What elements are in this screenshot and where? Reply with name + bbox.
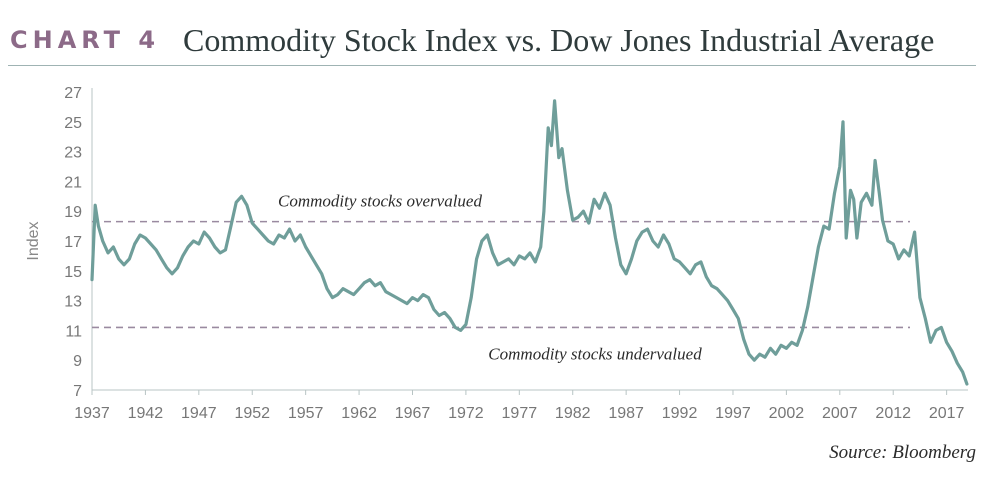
y-tick-label: 7 <box>73 383 82 400</box>
x-tick-label: 2017 <box>929 405 965 422</box>
y-tick-label: 19 <box>64 204 82 221</box>
y-tick-label: 25 <box>64 115 82 132</box>
x-tick-label: 1937 <box>74 405 110 422</box>
x-tick-label: 1982 <box>555 405 591 422</box>
overvalued-annotation: Commodity stocks overvalued <box>278 192 482 211</box>
x-tick-label: 1942 <box>128 405 164 422</box>
x-tick-label: 1962 <box>341 405 377 422</box>
x-tick-label: 1992 <box>662 405 698 422</box>
source-note: Source: Bloomberg <box>829 442 976 463</box>
y-tick-label: 23 <box>64 145 82 162</box>
header-rule <box>8 65 976 66</box>
x-tick-label: 1997 <box>715 405 751 422</box>
chart-header: CHART 4 Commodity Stock Index vs. Dow Jo… <box>0 22 1000 66</box>
y-tick-label: 17 <box>64 234 82 251</box>
x-tick-label: 1947 <box>181 405 217 422</box>
x-tick-label: 2007 <box>822 405 858 422</box>
series-line <box>90 99 969 386</box>
y-tick-label: 9 <box>73 353 82 370</box>
y-axis-label: Index <box>25 221 42 260</box>
x-tick-label: 2012 <box>875 405 911 422</box>
y-tick-label: 13 <box>64 294 82 311</box>
x-tick-label: 1977 <box>502 405 538 422</box>
y-tick-label: 15 <box>64 264 82 281</box>
chart-title: Commodity Stock Index vs. Dow Jones Indu… <box>183 22 935 58</box>
y-tick-label: 21 <box>64 174 82 191</box>
x-tick-label: 1957 <box>288 405 324 422</box>
x-tick-label: 1952 <box>234 405 270 422</box>
x-tick-label: 1967 <box>395 405 431 422</box>
chart-number-label: CHART 4 <box>10 26 161 54</box>
x-tick-label: 1972 <box>448 405 484 422</box>
undervalued-annotation: Commodity stocks undervalued <box>488 344 702 363</box>
y-tick-label: 11 <box>65 323 82 340</box>
x-tick-label: 1987 <box>608 405 644 422</box>
y-tick-label: 27 <box>64 85 82 102</box>
x-tick-label: 2002 <box>769 405 805 422</box>
